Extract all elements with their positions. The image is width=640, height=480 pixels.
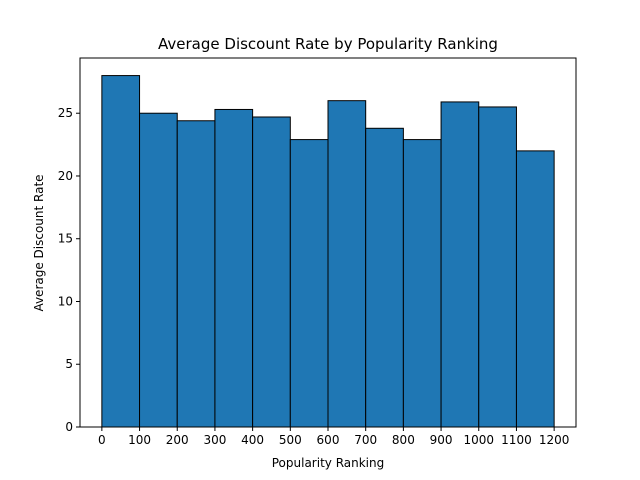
x-tick-label: 1200: [539, 433, 570, 447]
bar: [289, 139, 329, 428]
bars-group: [101, 75, 555, 428]
bar: [478, 106, 517, 428]
bar: [327, 100, 367, 428]
bar: [440, 101, 480, 428]
x-tick-label: 1000: [463, 433, 494, 447]
x-axis-label: Popularity Ranking: [272, 456, 385, 470]
x-tick-label: 400: [241, 433, 264, 447]
y-tick-label: 20: [58, 169, 73, 183]
x-ticks-group: 0 100 200 300 400 500 600 700 800 900 1000 1100 1200: [98, 427, 569, 447]
y-tick-label: 0: [65, 420, 73, 434]
y-tick-label: 25: [58, 106, 73, 120]
bar: [139, 112, 178, 428]
x-tick-label: 500: [279, 433, 302, 447]
y-ticks-group: 0 5 10 15 20 25: [58, 106, 80, 434]
bar: [101, 75, 141, 428]
x-tick-label: 900: [430, 433, 453, 447]
x-tick-label: 1100: [501, 433, 532, 447]
bar: [402, 139, 442, 428]
bar: [214, 108, 254, 428]
x-tick-label: 800: [392, 433, 415, 447]
y-axis-label: Average Discount Rate: [32, 174, 46, 311]
x-tick-label: 300: [203, 433, 226, 447]
axes-frame: [79, 57, 577, 428]
x-tick-label: 600: [317, 433, 340, 447]
y-tick-label: 15: [58, 232, 73, 246]
bar: [515, 150, 555, 428]
bar: [252, 116, 291, 428]
chart-title: Average Discount Rate by Popularity Rank…: [158, 35, 498, 53]
y-tick-label: 10: [58, 294, 73, 308]
bar: [176, 120, 216, 428]
y-tick-label: 5: [65, 357, 73, 371]
x-tick-label: 200: [166, 433, 189, 447]
bar: [365, 127, 404, 428]
x-tick-label: 700: [354, 433, 377, 447]
x-tick-label: 0: [98, 433, 106, 447]
x-tick-label: 100: [128, 433, 151, 447]
